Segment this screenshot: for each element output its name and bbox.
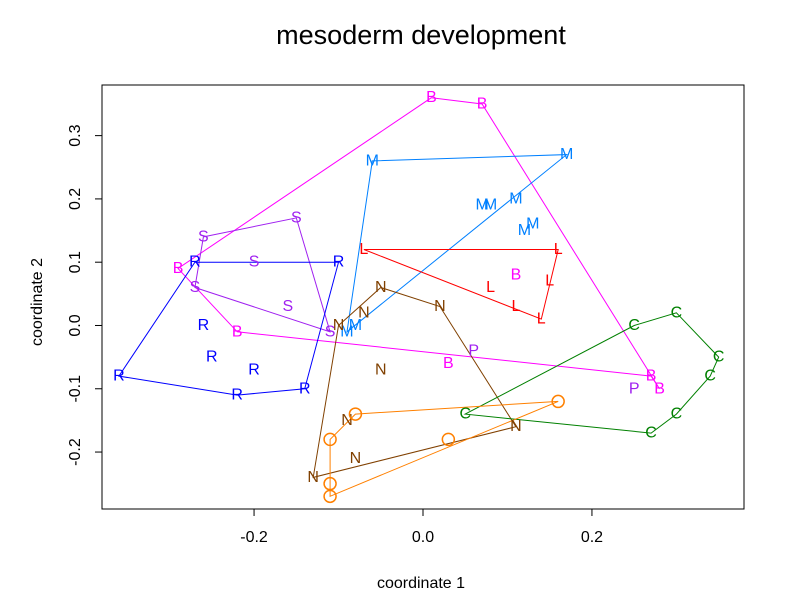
point-N: N [434, 298, 446, 315]
point-O [323, 489, 337, 504]
point-S: S [291, 209, 302, 226]
point-O [348, 407, 363, 421]
point-O [323, 432, 337, 447]
point-R: R [198, 317, 210, 334]
point-S: S [198, 228, 209, 245]
point-N: N [510, 418, 522, 435]
point-N: N [375, 279, 387, 296]
hull-N [312, 286, 517, 479]
x-tick-label: 0.0 [412, 529, 434, 546]
point-N: N [375, 361, 387, 378]
point-C: C [671, 406, 683, 423]
point-C: C [713, 349, 725, 366]
point-L: L [486, 279, 495, 296]
y-tick-label: 0.0 [67, 314, 84, 336]
point-C: C [459, 406, 471, 423]
point-M: M [484, 197, 497, 214]
y-tick-label: -0.1 [67, 375, 84, 403]
point-C: C [628, 317, 640, 334]
point-S: S [325, 323, 336, 340]
point-R: R [189, 254, 201, 271]
y-tick-label: 0.1 [67, 251, 84, 273]
x-tick-label: -0.2 [240, 529, 268, 546]
hull-C [463, 312, 720, 434]
point-B: B [232, 323, 243, 340]
x-tick-label: 0.2 [581, 529, 603, 546]
y-tick-label: 0.2 [67, 188, 84, 210]
hull-B [177, 97, 660, 390]
point-P: P [629, 380, 640, 397]
point-M: M [526, 216, 539, 233]
point-L: L [537, 311, 546, 328]
hull-O [329, 400, 559, 498]
point-B: B [654, 380, 665, 397]
point-N: N [333, 317, 345, 334]
point-L: L [511, 298, 520, 315]
hull-M [346, 154, 569, 333]
point-R: R [231, 387, 243, 404]
hull-L [363, 249, 559, 320]
point-M: M [340, 323, 353, 340]
point-M: M [518, 222, 531, 239]
hulls [118, 97, 720, 498]
y-tick-label: -0.2 [67, 438, 84, 466]
point-O [441, 432, 456, 447]
point-R: R [206, 349, 218, 366]
point-S: S [249, 254, 260, 271]
point-M: M [366, 152, 379, 169]
point-R: R [248, 361, 260, 378]
point-N: N [307, 469, 319, 486]
point-O [551, 394, 565, 409]
point-P: P [468, 342, 479, 359]
y-tick-label: 0.3 [67, 124, 84, 146]
point-C: C [671, 304, 683, 321]
chart-title: mesoderm development [276, 20, 566, 50]
point-R: R [299, 380, 311, 397]
point-B: B [426, 89, 437, 106]
point-C: C [645, 425, 657, 442]
y-axis-label: coordinate 2 [29, 258, 46, 346]
plot-frame [101, 84, 745, 510]
point-M: M [560, 146, 573, 163]
point-S: S [190, 279, 201, 296]
point-B: B [477, 95, 488, 112]
point-C: C [704, 368, 716, 385]
hull-R [118, 261, 340, 396]
point-M: M [349, 317, 362, 334]
x-axis-label: coordinate 1 [377, 575, 465, 592]
point-M: M [509, 190, 522, 207]
point-N: N [358, 304, 370, 321]
point-R: R [333, 254, 345, 271]
point-B: B [173, 260, 184, 277]
point-B: B [511, 266, 522, 283]
axes: -0.2 0.0 0.2 -0.2 -0.1 0.0 0.1 0.2 0.3 [67, 124, 603, 546]
hull-S [194, 217, 331, 333]
point-B: B [646, 368, 657, 385]
point-L: L [554, 241, 563, 258]
point-R: R [113, 368, 125, 385]
point-N: N [341, 412, 353, 429]
point-L: L [359, 241, 368, 258]
point-M: M [475, 197, 488, 214]
point-N: N [350, 450, 362, 467]
point-B: B [443, 355, 454, 372]
point-S: S [283, 298, 294, 315]
point-L: L [545, 273, 554, 290]
